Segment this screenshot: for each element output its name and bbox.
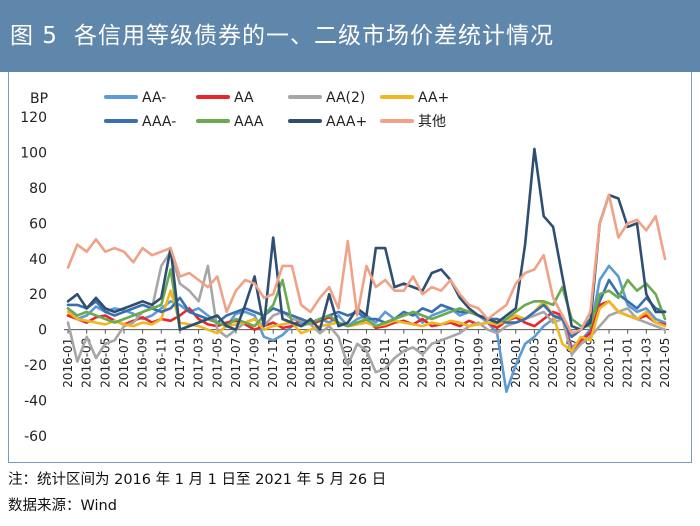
- y-tick-label: -60: [24, 429, 47, 445]
- legend-label: AAA-: [142, 114, 176, 130]
- series-line-2: [66, 250, 667, 374]
- y-tick-label: 40: [29, 252, 47, 268]
- x-tick-label: 2019-03: [415, 338, 429, 388]
- series-line-7: [66, 193, 667, 335]
- figure-title-bar: 图 5 各信用等级债券的一、二级市场价差统计情况: [0, 0, 700, 72]
- x-tick-label: 2018-05: [322, 338, 336, 388]
- y-tick-label: 60: [29, 216, 47, 232]
- x-tick-label: 2020-09: [583, 338, 597, 388]
- x-tick-label: 2021-05: [658, 338, 672, 388]
- x-tick-label: 2019-07: [453, 338, 467, 388]
- legend-label: AA: [234, 90, 254, 106]
- figure-title-text: 各信用等级债券的一、二级市场价差统计情况: [73, 23, 554, 49]
- y-tick-label: 120: [20, 110, 47, 126]
- figure-number: 图 5: [10, 23, 58, 49]
- x-tick-label: 2016-07: [117, 338, 131, 388]
- x-tick-label: 2018-11: [378, 338, 392, 388]
- x-tick-label: 2017-07: [229, 338, 243, 388]
- y-tick-label: 0: [38, 323, 47, 339]
- legend-label: AA+: [418, 90, 449, 106]
- y-axis: 120 100 80 60 40 20 0 -20 -40 -60: [20, 110, 47, 445]
- series-lines: [66, 147, 667, 394]
- y-tick-label: 80: [29, 181, 47, 197]
- x-tick-label: 2021-03: [639, 338, 653, 388]
- y-tick-label: -40: [24, 394, 47, 410]
- x-tick-label: 2018-03: [304, 338, 318, 388]
- x-tick-label: 2016-03: [80, 338, 94, 388]
- x-tick-label: 2019-09: [471, 338, 485, 388]
- x-tick-label: 2020-03: [527, 338, 541, 388]
- y-axis-label: BP: [30, 91, 48, 107]
- x-tick-label: 2017-01: [173, 338, 187, 388]
- x-tick-label: 2019-01: [397, 338, 411, 388]
- x-tick-label: 2016-09: [136, 338, 150, 388]
- line-chart: BP 120 100 80 60 40 20 0 -20 -40 -60 2016-01 2016-…: [20, 90, 672, 445]
- y-tick-label: 100: [20, 145, 47, 161]
- x-tick-label: 2017-05: [210, 338, 224, 388]
- x-tick-label: 2017-11: [266, 338, 280, 388]
- legend-label: AAA: [234, 114, 264, 130]
- x-tick-label: 2017-09: [248, 338, 262, 388]
- x-tick-label: 2016-11: [154, 338, 168, 388]
- x-tick-label: 2019-05: [434, 338, 448, 388]
- x-axis: 2016-01 2016-03 2016-05 2016-07 2016-09 2016-…: [61, 329, 672, 388]
- x-tick-label: 2020-05: [546, 338, 560, 388]
- x-tick-label: 2021-01: [621, 338, 635, 388]
- legend: AA- AA AA(2) AA+ AAA- AAA AAA+ 其他: [104, 90, 449, 130]
- series-line-3: [66, 289, 667, 353]
- series-line-6: [66, 147, 667, 332]
- x-tick-label: 2016-01: [61, 338, 75, 388]
- x-tick-label: 2018-09: [360, 338, 374, 388]
- footnote-source: 数据来源：Wind: [8, 498, 117, 514]
- x-tick-label: 2018-01: [285, 338, 299, 388]
- y-tick-label: -20: [24, 358, 47, 374]
- legend-label: AAA+: [326, 114, 367, 130]
- legend-label: AA(2): [326, 90, 365, 106]
- y-tick-label: 20: [29, 287, 47, 303]
- x-tick-label: 2017-03: [192, 338, 206, 388]
- chart-frame: [8, 72, 692, 463]
- footnote-range: 注：统计区间为 2016 年 1 月 1 日至 2021 年 5 月 26 日: [8, 472, 387, 488]
- legend-label: AA-: [142, 90, 166, 106]
- figure-title: 图 5 各信用等级债券的一、二级市场价差统计情况: [10, 18, 554, 54]
- legend-label: 其他: [418, 114, 446, 130]
- x-tick-label: 2020-11: [602, 338, 616, 388]
